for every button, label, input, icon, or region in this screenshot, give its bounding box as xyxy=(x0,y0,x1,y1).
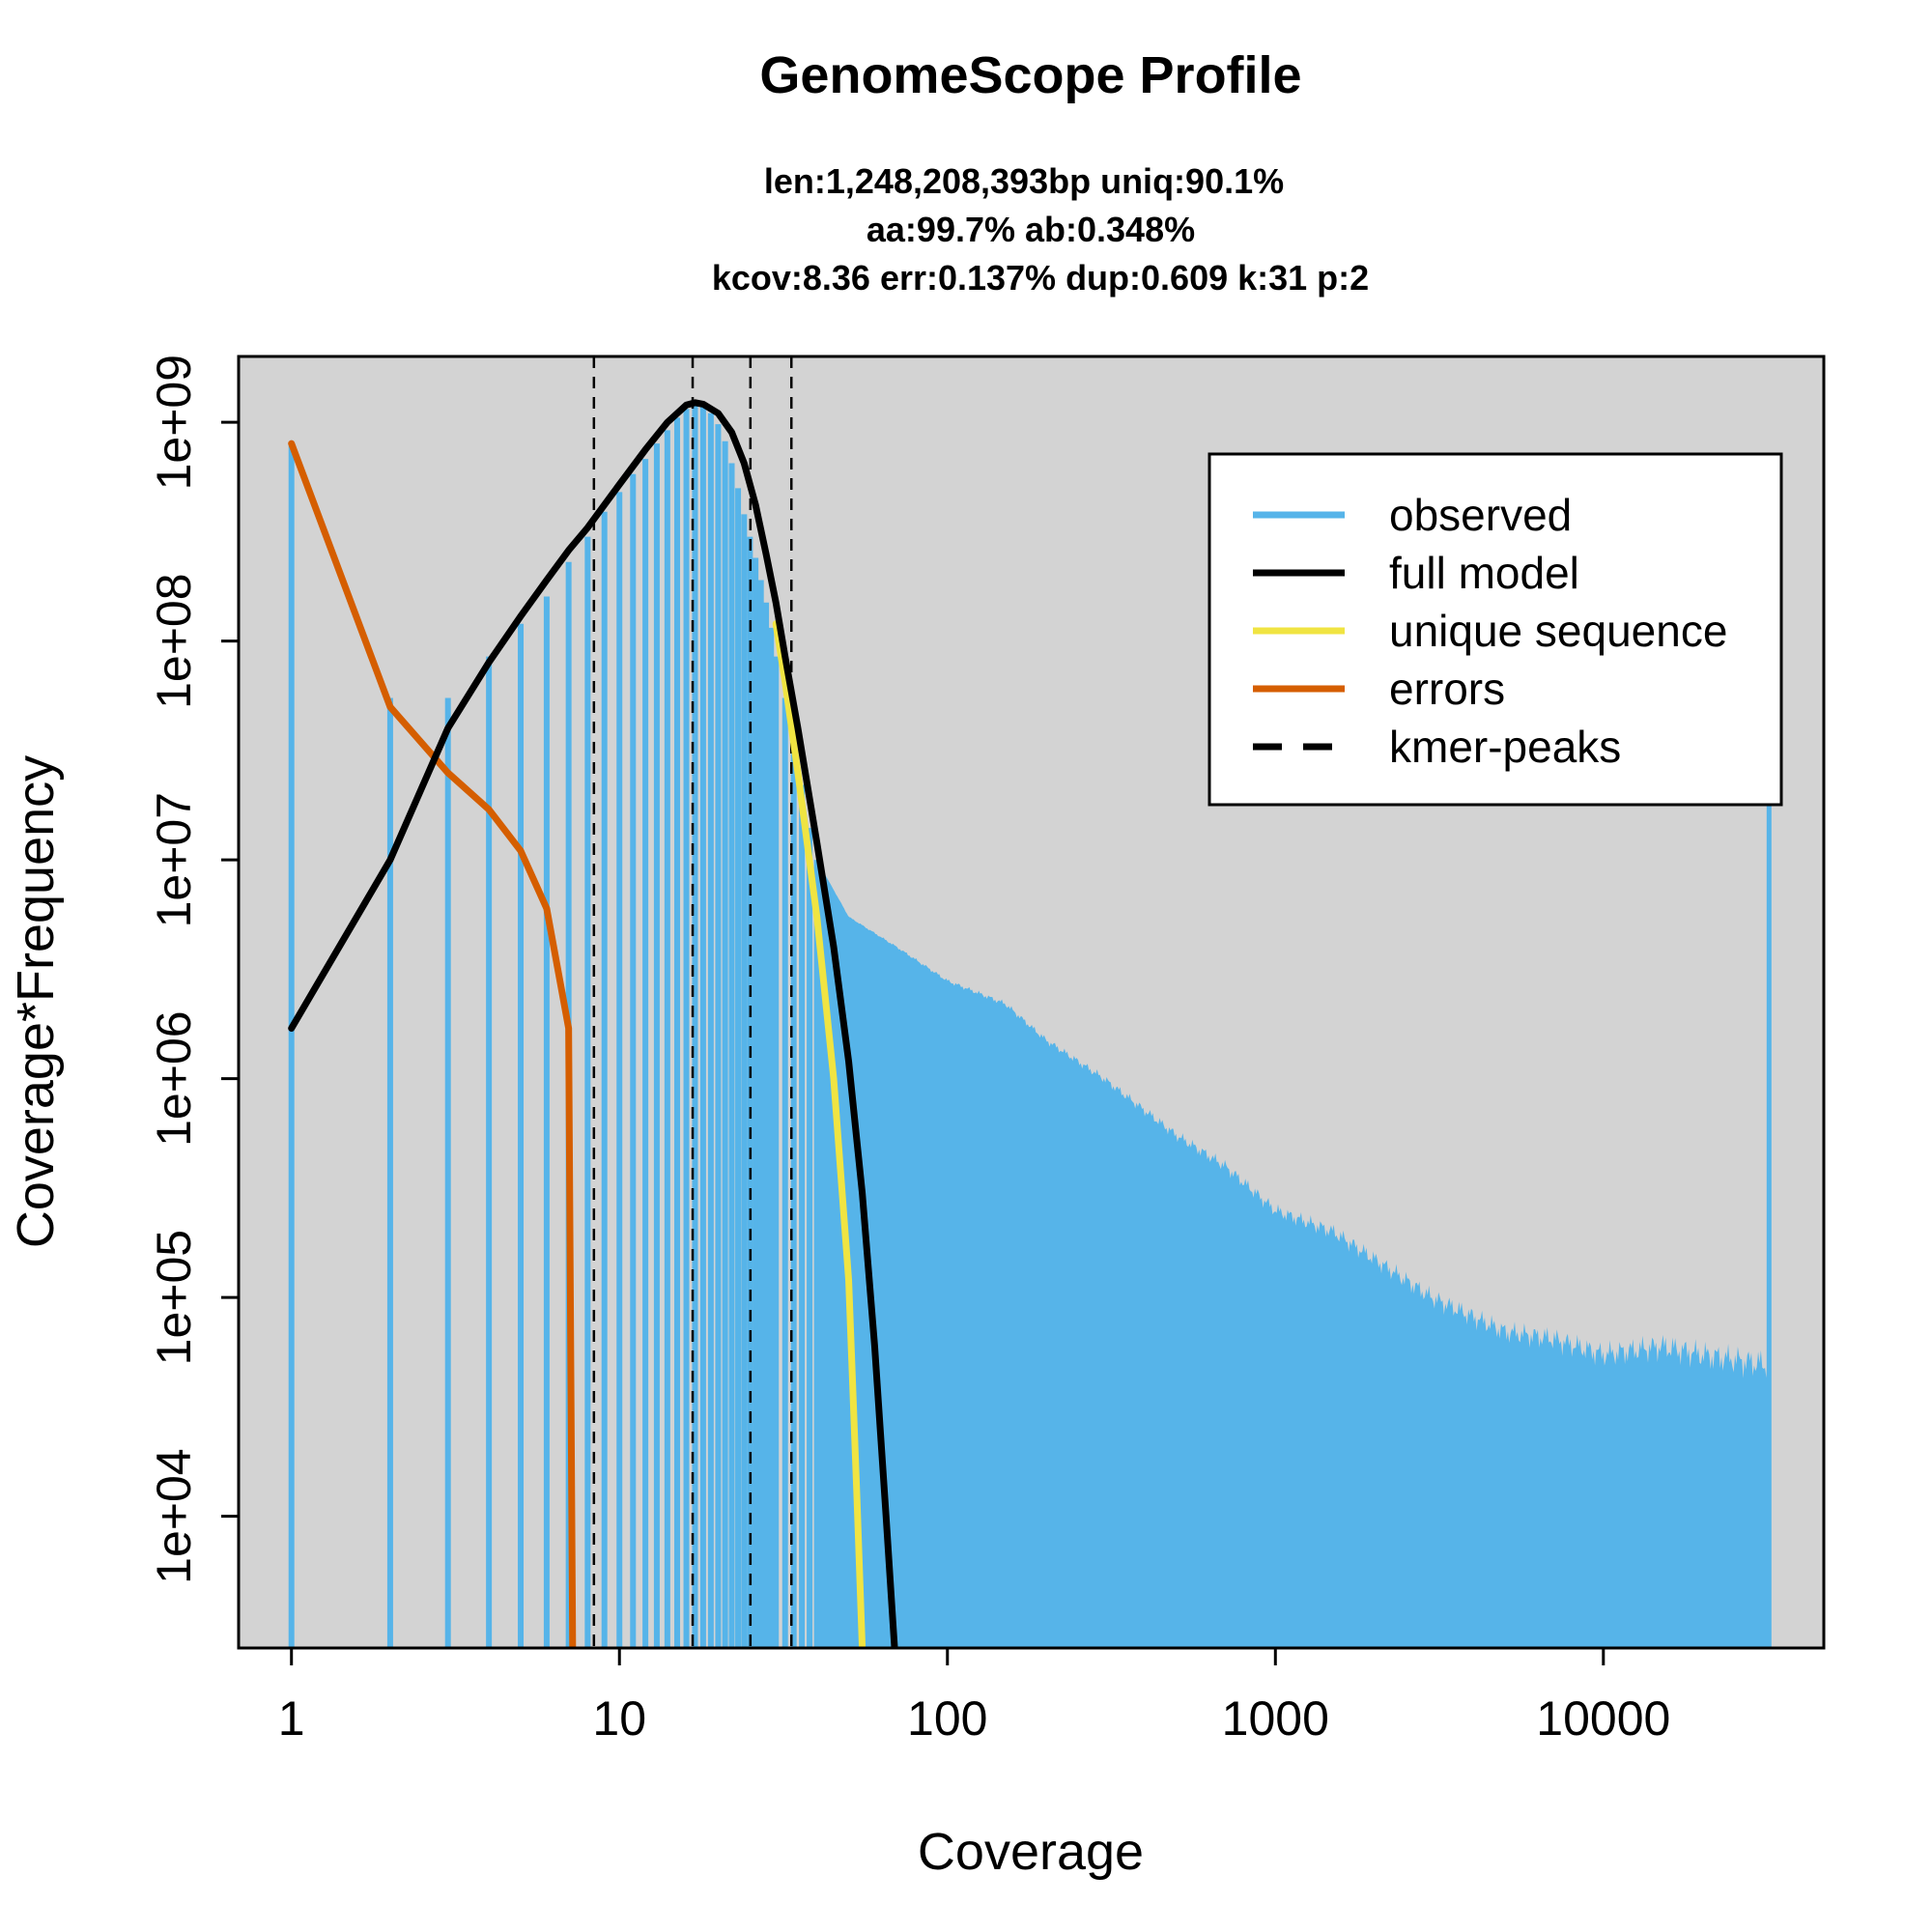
kmer-peak-lines xyxy=(592,356,793,1648)
legend-label: observed xyxy=(1389,490,1572,540)
x-axis: 1 10 100 1000 10000 xyxy=(278,1648,1670,1746)
unique-sequence-line xyxy=(772,620,867,1648)
model-lines xyxy=(288,399,898,1648)
y-tick-label: 1e+04 xyxy=(147,1448,201,1583)
y-tick-label: 1e+06 xyxy=(147,1010,201,1146)
plot-frame xyxy=(237,355,1826,1650)
full-model-line xyxy=(288,399,898,1648)
chart-subtitle-line-3: kcov:8.36 err:0.137% dup:0.609 k:31 p:2 xyxy=(712,258,1369,298)
legend-label: kmer-peaks xyxy=(1389,722,1621,772)
chart-subtitle-line-1: len:1,248,208,393bp uniq:90.1% xyxy=(764,161,1284,201)
legend-label: errors xyxy=(1389,664,1505,714)
x-tick-label: 1 xyxy=(278,1691,305,1746)
legend-label: unique sequence xyxy=(1389,606,1727,656)
x-tick-label: 1000 xyxy=(1222,1691,1329,1746)
y-tick-label: 1e+08 xyxy=(147,573,201,708)
chart-title: GenomeScope Profile xyxy=(759,46,1301,104)
observed-series xyxy=(288,405,1772,1648)
observed-tail-area xyxy=(816,860,1770,1648)
legend-label: full model xyxy=(1389,548,1579,598)
x-tick-label: 10 xyxy=(592,1691,646,1746)
y-axis-label: Coverage*Frequency xyxy=(7,755,65,1248)
y-tick-label: 1e+05 xyxy=(147,1230,201,1365)
errors-line xyxy=(288,440,577,1648)
x-tick-label: 100 xyxy=(907,1691,987,1746)
y-axis: 1e+04 1e+05 1e+06 1e+07 1e+08 1e+09 xyxy=(147,355,239,1584)
x-axis-label: Coverage xyxy=(918,1823,1144,1881)
legend: observed full model unique sequence errors k… xyxy=(1208,452,1783,807)
x-tick-label: 10000 xyxy=(1536,1691,1670,1746)
y-tick-label: 1e+07 xyxy=(147,792,201,927)
chart-subtitle-line-2: aa:99.7% ab:0.348% xyxy=(867,210,1195,249)
y-tick-label: 1e+09 xyxy=(147,355,201,490)
